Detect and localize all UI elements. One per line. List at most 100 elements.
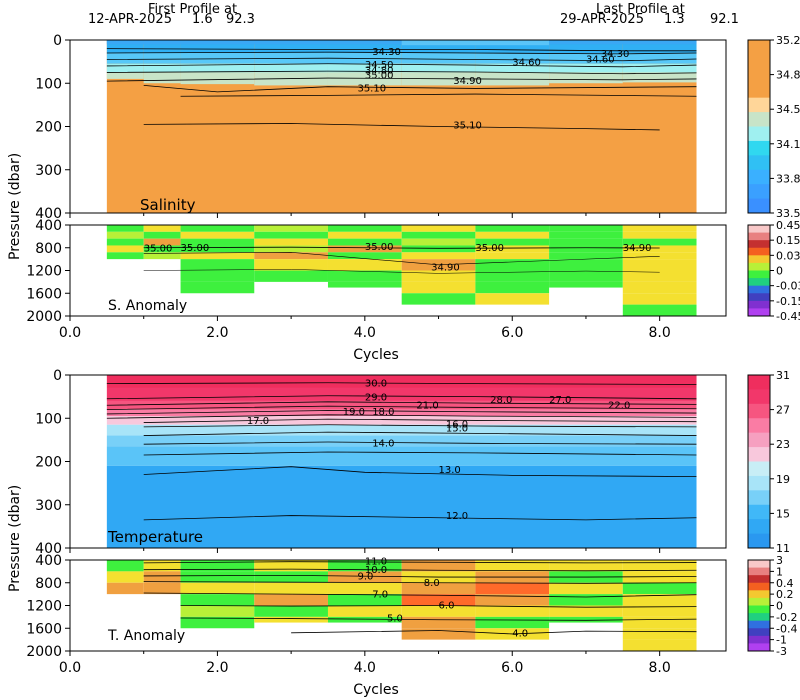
t-anomaly-contour-line — [143, 581, 697, 584]
t-anomaly-contour-label: 11.0 — [365, 557, 387, 568]
t-anomaly-contour-label: 8.0 — [424, 578, 440, 589]
t-anomaly-cell — [475, 616, 550, 629]
s-anomaly-cell — [180, 245, 255, 253]
s-anomaly-cell — [106, 231, 144, 239]
t-anomaly-cell — [143, 571, 181, 583]
y-tick-label: 1600 — [26, 286, 62, 302]
s-anomaly-cell — [401, 225, 476, 232]
s-anomaly-colorbar-swatch — [748, 225, 770, 234]
salinity-contour-line — [143, 85, 697, 93]
t-anomaly-colorbar-label: -0.2 — [776, 611, 797, 624]
first-profile-label: First Profile at — [148, 2, 237, 17]
salinity-transition-band — [106, 72, 144, 79]
t-anomaly-contour-line — [291, 630, 697, 635]
s-anomaly-cell — [475, 259, 550, 271]
salinity-subsurface-band — [549, 52, 623, 64]
temperature-colorbar-swatch — [748, 375, 770, 390]
salinity-transition-band — [622, 72, 697, 83]
salinity-contour-label: 34.50 — [365, 60, 394, 71]
temperature-contour-label: 15.0 — [446, 424, 468, 435]
s-anomaly-cell — [327, 270, 402, 282]
t-anomaly-contour-label: 5.0 — [387, 614, 403, 625]
s-anomaly-colorbar-swatch — [748, 270, 770, 279]
s-anomaly-cell — [180, 281, 255, 294]
temperature-contour-line — [106, 401, 697, 406]
s-anomaly-cell — [549, 238, 623, 246]
y-tick-label: 0 — [53, 368, 62, 384]
salinity-colorbar-swatch — [748, 155, 770, 171]
s-anomaly-cell — [475, 238, 550, 246]
t-anomaly-cell — [475, 582, 550, 595]
s-anomaly-cell — [622, 231, 697, 239]
salinity-mid-band — [549, 63, 623, 73]
y-tick-label: 1600 — [26, 621, 62, 637]
temperature-colorbar-swatch — [748, 475, 770, 491]
t-anomaly-cell — [143, 582, 181, 595]
t-anomaly-cell — [180, 605, 255, 617]
s-anomaly-contour-label: 34.90 — [623, 243, 652, 254]
temperature-colorbar-swatch — [748, 519, 770, 535]
temperature-colorbar-label: 19 — [776, 473, 790, 486]
x-tick-label: 8.0 — [649, 325, 671, 341]
salinity-colorbar-label: 34.86 — [776, 69, 800, 82]
salinity-colorbar-swatch — [748, 54, 770, 70]
t-anomaly-cell — [475, 605, 550, 617]
s-anomaly-colorbar-label: -0.15 — [776, 295, 800, 308]
s-anomaly-contour-label: 34.90 — [431, 263, 460, 274]
s-anomaly-colorbar-swatch — [748, 240, 770, 249]
temperature-contour-line — [143, 441, 697, 445]
salinity-colorbar-swatch — [748, 97, 770, 113]
x-tick-label: 8.0 — [649, 660, 671, 676]
temperature-colorbar-label: 15 — [776, 507, 790, 520]
y-tick-label: 100 — [35, 76, 62, 92]
salinity-colorbar-swatch — [748, 83, 770, 99]
salinity-subsurface-band — [180, 52, 255, 64]
s-anomaly-cell — [549, 270, 623, 282]
temperature-ylabel: Pressure (dbar) — [7, 485, 23, 592]
salinity-colorbar-swatch — [748, 68, 770, 84]
salinity-colorbar-label: 34.18 — [776, 138, 800, 151]
t-anomaly-cell — [622, 639, 697, 651]
first-profile-lon: 92.3 — [226, 12, 255, 27]
s-anomaly-cell — [475, 270, 550, 282]
temperature-colorbar-label: 11 — [776, 542, 790, 555]
t-anomaly-colorbar-swatch — [748, 567, 770, 576]
temperature-contour-line — [143, 451, 697, 456]
s-anomaly-cell — [254, 231, 328, 239]
salinity-contour-line — [106, 70, 697, 75]
s-anomaly-cell — [401, 238, 476, 246]
temperature-contour-line — [106, 405, 697, 410]
s-anomaly-cell — [254, 245, 328, 253]
salinity-contour-label: 34.90 — [453, 76, 482, 87]
temperature-contour-line — [106, 395, 697, 400]
salinity-subsurface-band — [622, 52, 697, 64]
y-tick-label: 2000 — [26, 644, 62, 660]
s-anomaly-cell — [180, 252, 255, 260]
t-anomaly-cell — [327, 605, 402, 617]
y-tick-label: 400 — [35, 218, 62, 234]
y-tick-label: 800 — [35, 241, 62, 257]
s-anomaly-colorbar-label: -0.03 — [776, 280, 800, 293]
s-anomaly-cell — [622, 252, 697, 260]
s-anomaly-cell — [549, 225, 623, 232]
s-anomaly-cell — [622, 238, 697, 246]
s-anomaly-cell — [401, 231, 476, 239]
temperature-contour-line — [106, 414, 697, 419]
salinity-ylabel: Pressure (dbar) — [7, 153, 23, 260]
t-anomaly-cell — [622, 628, 697, 640]
temperature-contour-label: 16.0 — [446, 419, 468, 430]
salinity-contour-line — [106, 63, 697, 68]
t-anomaly-contour-label: 7.0 — [372, 590, 388, 601]
t-anomaly-colorbar-swatch — [748, 597, 770, 606]
t-anomaly-cell — [549, 616, 623, 623]
salinity-contour-label: 35.00 — [365, 70, 394, 81]
s-anomaly-colorbar-swatch — [748, 278, 770, 287]
s-anomaly-cell — [327, 245, 402, 253]
t-anomaly-colorbar-label: 0.2 — [776, 588, 794, 601]
s-anomaly-contour-label: 35.00 — [475, 243, 504, 254]
s-anomaly-panel-label: S. Anomaly — [108, 298, 187, 314]
salinity-contour-line — [106, 51, 697, 55]
s-anomaly-colorbar-label: -0.45 — [776, 310, 800, 323]
s-anomaly-contour-label: 35.00 — [144, 243, 173, 254]
t-anomaly-xlabel: Cycles — [353, 682, 399, 698]
